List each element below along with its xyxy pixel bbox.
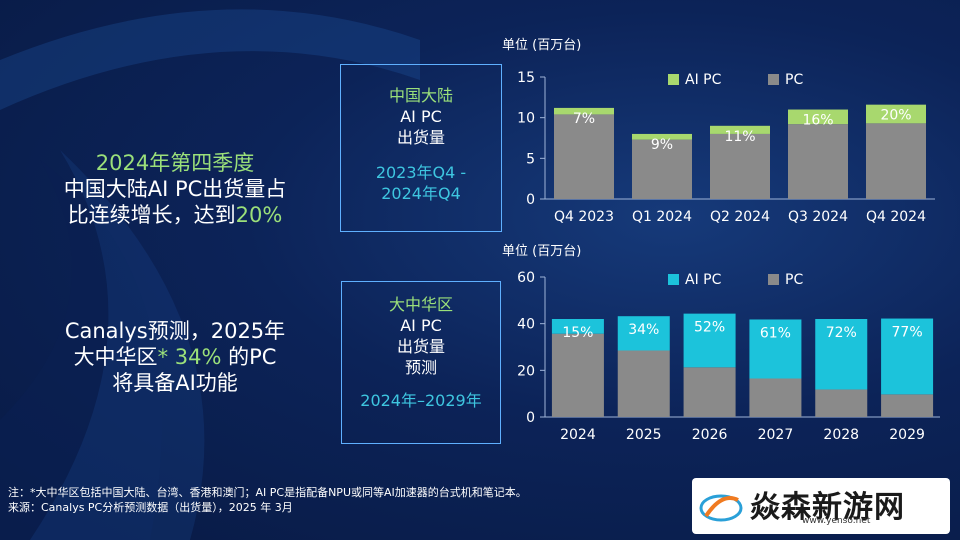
chart1-x-tick-label: Q3 2024 xyxy=(788,209,848,225)
chart2-x-tick-label: 2024 xyxy=(560,427,596,443)
chart1-bar-ai-pc xyxy=(866,104,926,124)
chart2-data-label: 52% xyxy=(694,320,725,336)
chart2-legend-ai-pc: AI PC xyxy=(685,272,722,288)
chart1-bar-pc xyxy=(632,139,692,199)
chart1-y-tick-label: 15 xyxy=(517,70,535,86)
box1-period2: 2024年Q4 xyxy=(381,184,461,203)
chart2-x-tick-label: 2029 xyxy=(889,427,925,443)
forecast-line2: 大中华区* 34% 的PC xyxy=(20,344,330,370)
chart1-legend-pc: PC xyxy=(785,72,803,88)
chart2-legend-swatch-ai-pc xyxy=(668,274,679,285)
watermark: 焱森新游网 www.yenso.net xyxy=(692,478,950,534)
chart2-y-tick-label: 0 xyxy=(526,410,535,426)
box1-metric: 出货量 xyxy=(396,128,445,147)
chart2-y-tick-label: 40 xyxy=(517,317,535,333)
headline-line3a: 比连续增长，达到 xyxy=(67,203,236,227)
chart2-x-tick-label: 2025 xyxy=(626,427,662,443)
box2-period: 2024年–2029年 xyxy=(360,391,482,410)
chart1-data-label: 11% xyxy=(724,129,755,145)
chart1-bar-pc xyxy=(710,133,770,199)
chart2-legend-pc: PC xyxy=(785,272,803,288)
chart2-bar-pc xyxy=(815,389,868,417)
headline-line2: 中国大陆AI PC出货量占 xyxy=(63,177,287,201)
chart1-bar-ai-pc xyxy=(710,125,770,134)
chart2-y-tick-label: 20 xyxy=(517,363,535,379)
chart2-bar-ai-pc xyxy=(749,319,802,379)
chart2-data-label: 34% xyxy=(628,322,659,338)
chart1-data-label: 9% xyxy=(651,137,673,153)
forecast-highlight: * 34% xyxy=(157,345,222,369)
chart1-bar-pc xyxy=(788,124,848,199)
footnote: 注：*大中华区包括中国大陆、台湾、香港和澳门；AI PC是指配备NPU或同等AI… xyxy=(8,486,527,499)
chart1-caption-box: 中国大陆 AI PC 出货量 2023年Q4 - 2024年Q4 xyxy=(340,64,502,232)
watermark-logo-icon xyxy=(699,494,743,522)
chart1-data-label: 20% xyxy=(880,108,911,124)
chart2-x-tick-label: 2027 xyxy=(758,427,794,443)
chart1-data-label: 16% xyxy=(802,113,833,129)
chart2-x-tick-label: 2026 xyxy=(692,427,728,443)
chart2-bar-ai-pc xyxy=(551,319,604,334)
chart2-bar-pc xyxy=(551,333,604,417)
headline-line1: 2024年第四季度 xyxy=(95,151,255,175)
chart1-x-tick-label: Q4 2024 xyxy=(866,209,926,225)
chart2-data-label: 72% xyxy=(826,325,857,341)
chart1-bar-ai-pc xyxy=(554,107,614,115)
watermark-name: 焱森新游网 xyxy=(750,490,905,525)
chart1-legend-swatch-ai-pc xyxy=(668,74,679,85)
watermark-url: www.yenso.net xyxy=(802,516,871,526)
chart1-y-tick-label: 10 xyxy=(517,111,535,127)
source-note: 来源：Canalys PC分析预测数据（出货量），2025 年 3月 xyxy=(8,501,293,514)
chart2-legend-swatch-pc xyxy=(768,274,779,285)
chart1-y-tick-label: 0 xyxy=(526,192,535,208)
chart2-caption-box: 大中华区 AI PC 出货量 预测 2024年–2029年 xyxy=(341,281,501,444)
chart1-bar-ai-pc xyxy=(632,133,692,140)
box2-metric: 出货量 xyxy=(396,337,445,356)
chart2-bar-ai-pc xyxy=(617,316,670,351)
chart2-bar-ai-pc xyxy=(683,313,736,368)
box1-period1: 2023年Q4 - xyxy=(375,163,467,182)
box1-region: 中国大陆 xyxy=(388,86,453,105)
chart2-data-label: 15% xyxy=(562,325,593,341)
chart2-data-label: 61% xyxy=(760,325,791,341)
chart1-bar-pc xyxy=(554,114,614,199)
chart2-x-tick-label: 2028 xyxy=(823,427,859,443)
chart2-unit-label: 单位 (百万台) xyxy=(502,244,582,259)
chart1-x-tick-label: Q4 2023 xyxy=(554,209,614,225)
chart2-y-tick-label: 60 xyxy=(517,270,535,286)
chart1-bar-ai-pc xyxy=(788,109,848,125)
box2-product: AI PC xyxy=(400,316,442,335)
forecast-line3: 将具备AI功能 xyxy=(112,371,238,395)
forecast-line2a: 大中华区 xyxy=(73,345,158,369)
box2-type: 预测 xyxy=(404,358,437,377)
chart2-bar-pc xyxy=(881,394,934,417)
chart2-bar-ai-pc xyxy=(815,319,868,390)
chart2-bar-ai-pc xyxy=(881,318,934,395)
chart1-unit-label: 单位 (百万台) xyxy=(502,38,582,53)
chart1-bar-pc xyxy=(866,123,926,199)
chart1-data-label: 7% xyxy=(573,111,595,127)
forecast-text: Canalys预测，2025年 大中华区* 34% 的PC 将具备AI功能 xyxy=(20,318,330,396)
chart1-legend-swatch-pc xyxy=(768,74,779,85)
chart1-y-tick-label: 5 xyxy=(526,151,535,167)
chart2-bar-pc xyxy=(749,378,802,417)
chart1-x-tick-label: Q1 2024 xyxy=(632,209,692,225)
forecast-line1: Canalys预测，2025年 xyxy=(64,319,286,343)
headline-line3: 比连续增长，达到20% xyxy=(20,202,330,228)
headline-highlight: 20% xyxy=(235,203,283,227)
chart1-legend-ai-pc: AI PC xyxy=(685,72,722,88)
chart1-x-tick-label: Q2 2024 xyxy=(710,209,770,225)
headline: 2024年第四季度 中国大陆AI PC出货量占 比连续增长，达到20% xyxy=(20,150,330,228)
box2-region: 大中华区 xyxy=(388,295,453,314)
chart2-bar-pc xyxy=(617,350,670,417)
chart2-data-label: 77% xyxy=(892,325,923,341)
box1-product: AI PC xyxy=(400,107,442,126)
chart2-bar-pc xyxy=(683,367,736,417)
forecast-line2c: 的PC xyxy=(221,345,277,369)
